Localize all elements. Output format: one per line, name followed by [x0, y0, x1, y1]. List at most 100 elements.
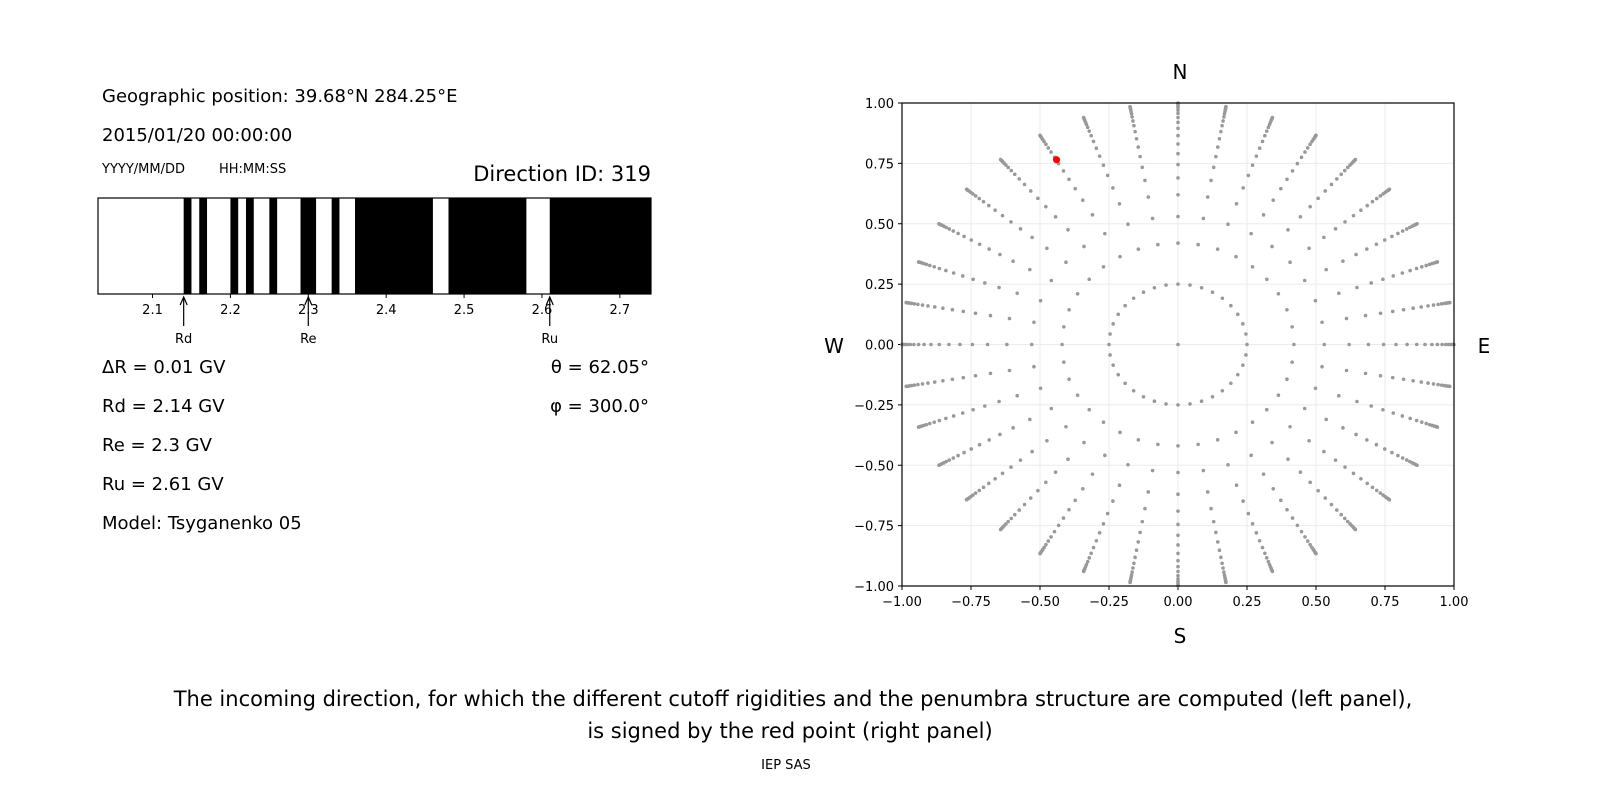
grid-point	[1329, 502, 1334, 507]
grid-point	[1196, 442, 1200, 447]
grid-point	[973, 491, 978, 495]
grid-point	[1131, 119, 1135, 123]
grid-point	[1176, 543, 1180, 547]
grid-point	[1419, 265, 1424, 269]
x-tick-label: 2.7	[610, 303, 631, 318]
grid-point	[1221, 119, 1225, 123]
grid-point	[1053, 470, 1058, 474]
grid-point	[1066, 457, 1070, 461]
grid-point	[1229, 381, 1233, 386]
grid-point	[1222, 570, 1226, 574]
grid-point	[1419, 305, 1424, 309]
arrow-head-icon	[179, 295, 188, 306]
grid-point	[1073, 498, 1077, 503]
grid-point	[1354, 252, 1358, 257]
grid-point	[1103, 453, 1107, 458]
grid-point	[1351, 471, 1356, 476]
grid-point	[1087, 556, 1092, 560]
grid-point	[1136, 247, 1141, 251]
grid-point	[1355, 285, 1359, 290]
grid-point	[951, 229, 956, 233]
grid-point	[1101, 521, 1106, 526]
grid-point	[1199, 285, 1204, 290]
grid-point	[1038, 298, 1043, 303]
geo-position: Geographic position: 39.68°N 284.25°E	[102, 86, 458, 107]
grid-point	[1333, 227, 1338, 231]
grid-point	[1217, 548, 1222, 553]
grid-point	[1012, 512, 1017, 517]
grid-point	[1056, 523, 1061, 528]
grid-point	[1401, 377, 1406, 382]
grid-point	[1378, 373, 1383, 378]
grid-point	[1400, 414, 1405, 418]
grid-point	[1244, 332, 1248, 336]
x-tick-label: 1.00	[1440, 595, 1469, 610]
grid-point	[1414, 342, 1419, 347]
forbidden-band	[245, 198, 254, 294]
grid-point	[1344, 368, 1349, 373]
grid-point	[1302, 278, 1307, 283]
grid-point	[1339, 512, 1344, 517]
grid-point	[1097, 154, 1102, 158]
grid-point	[1341, 426, 1345, 430]
grid-point	[1176, 470, 1180, 475]
grid-point	[1176, 403, 1180, 407]
grid-point	[985, 342, 990, 347]
grid-point	[1391, 411, 1396, 415]
grid-point	[1250, 420, 1255, 424]
grid-point	[1353, 527, 1358, 532]
grid-point	[1046, 539, 1051, 543]
grid-point	[1101, 420, 1106, 424]
grid-point	[1295, 523, 1300, 528]
grid-point	[1374, 196, 1379, 201]
grid-point	[1176, 282, 1180, 286]
grid-point	[1266, 559, 1271, 564]
forbidden-band	[549, 198, 651, 294]
grid-point	[1061, 516, 1066, 520]
grid-point	[1342, 168, 1347, 173]
caption-line-2: is signed by the red point (right panel)	[587, 719, 992, 743]
grid-point	[1085, 559, 1090, 564]
grid-point	[1308, 142, 1312, 147]
grid-point	[977, 196, 982, 201]
grid-point	[929, 342, 933, 347]
grid-point	[987, 247, 991, 251]
grid-point	[1436, 382, 1440, 387]
grid-point	[1285, 308, 1289, 312]
grid-point	[1264, 407, 1269, 412]
grid-point	[1271, 487, 1276, 491]
grid-point	[1226, 462, 1230, 467]
grid-point	[1334, 508, 1339, 512]
grid-point	[1229, 303, 1233, 308]
grid-point	[922, 342, 926, 347]
grid-point	[1241, 322, 1245, 326]
grid-point	[904, 384, 908, 389]
grid-point	[1140, 519, 1145, 524]
selected-direction-point	[1052, 156, 1061, 164]
grid-point	[977, 242, 982, 247]
grid-point	[1323, 496, 1328, 500]
grid-point	[1257, 146, 1262, 151]
grid-point	[1241, 363, 1245, 367]
grid-point	[1411, 378, 1415, 383]
grid-point	[1374, 242, 1379, 247]
grid-point	[1116, 372, 1121, 377]
grid-point	[1082, 244, 1086, 249]
grid-point	[1387, 497, 1392, 502]
grid-point	[937, 463, 941, 468]
grid-point	[1279, 186, 1283, 191]
grid-point	[1299, 529, 1304, 534]
grid-point	[950, 377, 955, 382]
grid-point	[1038, 133, 1042, 138]
annotation-label-rd: Rd	[175, 332, 192, 347]
grid-point	[1299, 155, 1304, 160]
grid-point	[1431, 303, 1436, 307]
compass-west: W	[824, 334, 844, 358]
grid-point	[912, 342, 916, 347]
grid-point	[1176, 533, 1180, 538]
grid-point	[1303, 535, 1307, 539]
grid-point	[1448, 384, 1452, 389]
grid-point	[1220, 296, 1225, 301]
grid-point	[1261, 213, 1266, 217]
arrow-head-icon	[304, 295, 313, 306]
